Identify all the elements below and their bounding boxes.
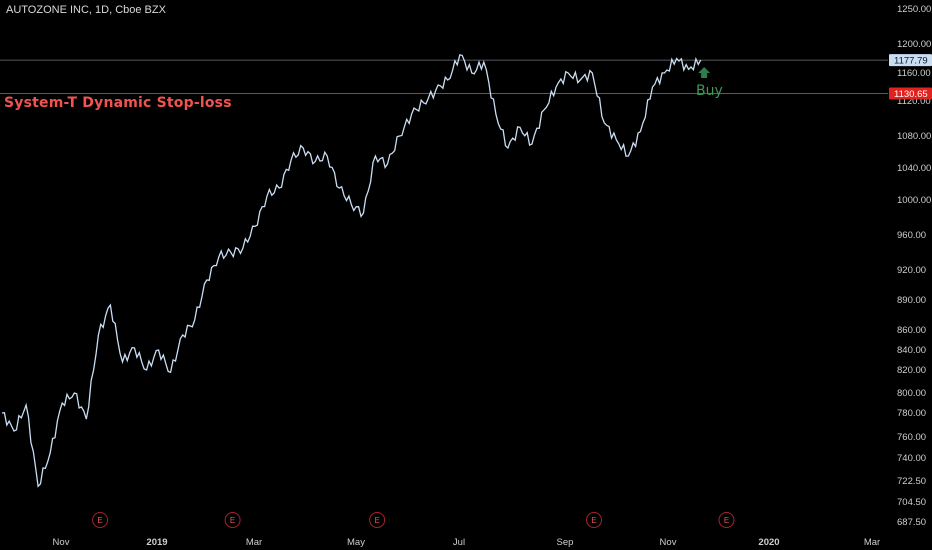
earnings-marker xyxy=(224,512,241,528)
buy-signal-label: Buy xyxy=(696,83,723,99)
y-tick-label: 1120.00 xyxy=(897,96,931,107)
y-tick-label: 780.00 xyxy=(897,408,926,419)
x-tick-label: 2020 xyxy=(758,537,779,548)
x-tick-label: Nov xyxy=(53,537,70,548)
price-axis[interactable]: 1250.00 1200.00 1160.00 1120.00 1080.00 1040.… xyxy=(897,4,931,528)
x-tick-label: Mar xyxy=(246,537,262,548)
y-tick-label: 704.50 xyxy=(897,497,926,508)
earnings-marker-label: E xyxy=(97,516,102,525)
chart-title: AUTOZONE INC, 1D, Cboe BZX xyxy=(6,4,166,16)
y-tick-label: 1250.00 xyxy=(897,4,931,15)
y-tick-label: 890.00 xyxy=(897,295,926,306)
x-tick-label: Jul xyxy=(453,537,465,548)
earnings-marker-label: E xyxy=(374,516,379,525)
y-tick-label: 860.00 xyxy=(897,325,926,336)
current-price-tag: 1177.79 xyxy=(894,56,928,67)
y-tick-label: 840.00 xyxy=(897,345,926,356)
price-line[interactable] xyxy=(1,54,702,488)
stop-loss-tag-bg xyxy=(889,87,932,100)
y-tick-label: 760.00 xyxy=(897,432,926,443)
y-tick-label: 1200.00 xyxy=(897,39,931,50)
y-tick-label: 740.00 xyxy=(897,453,926,464)
current-price-tag-bg xyxy=(889,54,932,67)
y-tick-label: 1040.00 xyxy=(897,163,931,174)
y-tick-label: 1160.00 xyxy=(897,68,931,79)
x-tick-label: Mar xyxy=(864,537,880,548)
time-axis[interactable]: Nov 2019 Mar May Jul Sep Nov 2020 Mar xyxy=(53,537,881,548)
stop-loss-tag: 1130.65 xyxy=(894,89,928,100)
price-tags: 1177.79 1130.65 xyxy=(889,54,932,100)
earnings-marker xyxy=(369,512,386,528)
stop-loss-label: System-T Dynamic Stop-loss xyxy=(4,95,232,111)
y-tick-label: 1000.00 xyxy=(897,195,931,206)
earnings-marker xyxy=(718,512,735,528)
x-tick-label: May xyxy=(347,537,365,548)
earnings-marker-label: E xyxy=(591,516,596,525)
y-tick-label: 820.00 xyxy=(897,365,926,376)
y-tick-label: 920.00 xyxy=(897,265,926,276)
y-tick-label: 800.00 xyxy=(897,388,926,399)
earnings-marker xyxy=(585,512,602,528)
buy-arrow-icon xyxy=(698,67,711,78)
y-tick-label: 960.00 xyxy=(897,230,926,241)
earnings-marker xyxy=(92,512,109,528)
x-tick-label: Sep xyxy=(557,537,574,548)
y-tick-label: 687.50 xyxy=(897,517,926,528)
y-tick-label: 722.50 xyxy=(897,476,926,487)
earnings-marker-label: E xyxy=(724,516,729,525)
x-tick-label: Nov xyxy=(660,537,677,548)
y-tick-label: 1080.00 xyxy=(897,131,931,142)
x-tick-label: 2019 xyxy=(146,537,167,548)
earnings-marker-label: E xyxy=(230,516,235,525)
